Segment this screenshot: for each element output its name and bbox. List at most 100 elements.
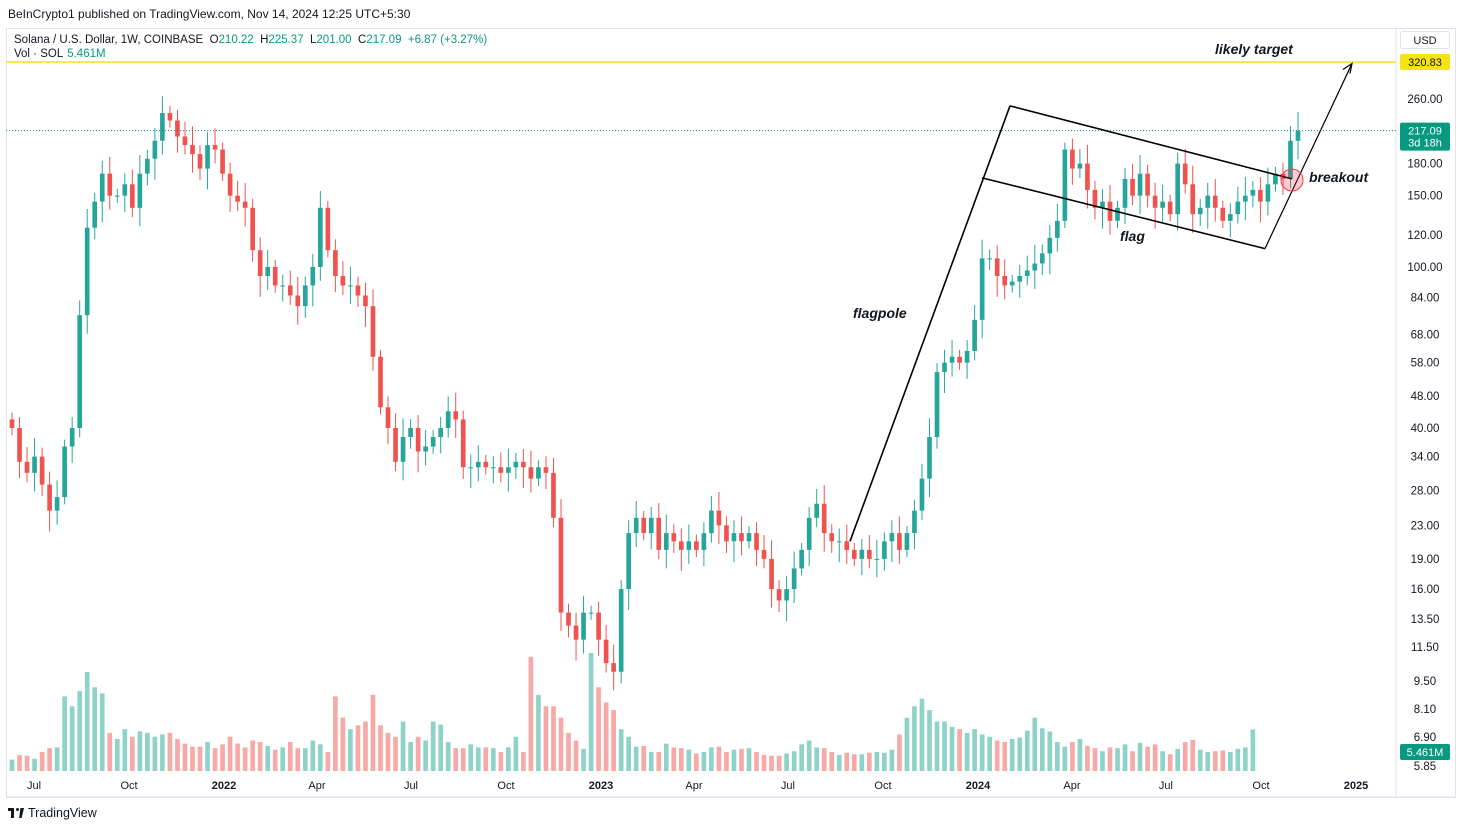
- symbol-name[interactable]: Solana / U.S. Dollar, 1W, COINBASE: [14, 34, 204, 46]
- candle-body: [310, 266, 316, 286]
- candle-body: [678, 541, 684, 550]
- candle-body: [17, 428, 22, 462]
- volume-bar: [272, 749, 278, 771]
- candle-body: [498, 467, 504, 473]
- volume-bar: [415, 736, 421, 771]
- volume-bar: [964, 732, 970, 771]
- candle-body: [784, 589, 789, 601]
- candle-body: [272, 266, 278, 286]
- candle-body: [408, 428, 413, 438]
- volume-bar: [242, 747, 248, 771]
- candle-body: [190, 145, 195, 155]
- currency-button[interactable]: USD: [1400, 31, 1450, 49]
- candle-body: [754, 533, 759, 550]
- low-label: L: [310, 34, 317, 46]
- volume-value: 5.461M: [67, 48, 106, 60]
- candle-body: [32, 456, 37, 473]
- volume-bar: [731, 749, 737, 771]
- candle-body: [867, 549, 872, 559]
- time-tick-label: Jul: [1159, 780, 1173, 792]
- flag-lower-line: [981, 177, 1266, 250]
- candle-body: [1092, 189, 1098, 208]
- price-tick-label: 84.00: [1411, 293, 1440, 305]
- volume-label[interactable]: Vol · SOL: [14, 48, 64, 60]
- candle-body: [1265, 184, 1271, 202]
- volume-bar: [1243, 747, 1248, 771]
- candle-body: [1152, 195, 1158, 208]
- candle-body: [393, 428, 398, 462]
- low-value: 201.00: [316, 34, 352, 46]
- price-tick-label: 16.00: [1411, 584, 1440, 596]
- volume-bar: [468, 744, 474, 771]
- candle-body: [1145, 173, 1150, 196]
- candle-body: [739, 533, 744, 542]
- candle-body: [746, 533, 752, 542]
- candle-body: [235, 195, 240, 202]
- volume-bar: [32, 758, 37, 771]
- open-label: O: [209, 34, 219, 46]
- candle-body: [167, 113, 173, 121]
- volume-bar: [1152, 744, 1158, 771]
- current-price-tag: [1400, 122, 1450, 151]
- volume-bar: [912, 706, 917, 771]
- volume-bar: [814, 747, 820, 771]
- volume-bar: [506, 747, 511, 771]
- time-tick-label: 2022: [212, 780, 236, 792]
- volume-bar: [949, 726, 955, 771]
- tradingview-logo[interactable]: TradingView: [8, 806, 97, 820]
- volume-bar: [1115, 748, 1120, 771]
- volume-bar: [776, 755, 782, 771]
- flagpole-label: flagpole: [853, 305, 907, 321]
- volume-bar: [295, 748, 301, 771]
- candle-body: [859, 549, 865, 559]
- candle-body: [1130, 178, 1135, 196]
- publisher-line: BeInCrypto1 published on TradingView.com…: [8, 7, 411, 21]
- candle-body: [1288, 140, 1293, 179]
- volume-bar: [701, 751, 707, 771]
- volume-bar: [69, 706, 75, 771]
- volume-bar: [874, 751, 880, 771]
- candle-body: [694, 541, 699, 550]
- volume-bar: [551, 706, 556, 771]
- volume-bar: [1085, 745, 1090, 771]
- volume-bar: [521, 751, 526, 771]
- volume-bar: [62, 696, 67, 771]
- volume-bar: [573, 740, 579, 771]
- volume-bar: [400, 721, 406, 771]
- breakout-label: breakout: [1309, 169, 1369, 185]
- volume-bar: [648, 751, 654, 771]
- volume-bar: [1047, 731, 1053, 771]
- volume-bar: [1002, 742, 1008, 771]
- volume-bar: [904, 717, 910, 771]
- volume-bar: [746, 748, 752, 771]
- candle-body: [1167, 201, 1173, 215]
- candle-body: [47, 484, 52, 511]
- candle-body: [889, 533, 895, 542]
- candle-body: [776, 589, 782, 601]
- candle-body: [611, 663, 616, 672]
- target-arrow-icon: [1342, 62, 1353, 74]
- candle-body: [934, 372, 940, 438]
- price-tick-label: 8.10: [1414, 704, 1436, 716]
- volume-bar: [84, 672, 90, 771]
- candle-body: [1160, 201, 1165, 208]
- candle-body: [588, 612, 594, 614]
- volume-bar: [799, 744, 804, 771]
- volume-bar: [836, 755, 842, 771]
- candle-body: [1175, 163, 1181, 215]
- volume-bar: [754, 751, 759, 771]
- volume-bar: [611, 710, 616, 771]
- volume-bar: [581, 748, 586, 771]
- candle-body: [295, 295, 301, 307]
- volume-bar: [739, 748, 744, 771]
- volume-bar: [182, 743, 188, 771]
- candle-body: [265, 266, 271, 276]
- candle-body: [84, 227, 90, 316]
- volume-bar: [1009, 739, 1015, 771]
- candle-body: [460, 419, 466, 468]
- flag-label: flag: [1120, 228, 1145, 244]
- volume-bar: [1182, 742, 1188, 771]
- candle-body: [536, 467, 541, 479]
- candle-body: [1017, 275, 1023, 282]
